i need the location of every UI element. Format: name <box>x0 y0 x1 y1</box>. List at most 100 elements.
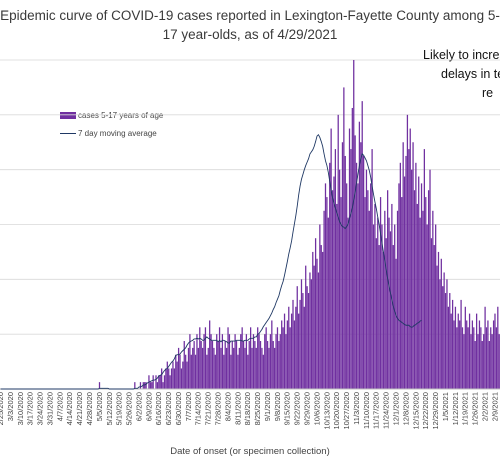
bar <box>483 334 485 389</box>
x-tick-label: 4/14/2020 <box>65 392 74 425</box>
bar <box>453 320 455 389</box>
x-tick-label: 9/22/2020 <box>293 392 302 425</box>
bar <box>292 299 294 389</box>
legend-item-cases: cases 5-17 years of age <box>60 111 163 120</box>
bar <box>185 354 187 389</box>
bar <box>420 183 423 390</box>
bar <box>224 341 226 389</box>
bar <box>456 327 458 389</box>
bar <box>282 327 284 389</box>
bar <box>337 114 339 389</box>
chart-title: Epidemic curve of COVID-19 cases reporte… <box>0 8 500 42</box>
bar <box>340 197 342 389</box>
x-tick-label: 6/16/2020 <box>154 392 163 425</box>
bar <box>377 217 379 389</box>
x-tick-label: 3/3/2020 <box>6 392 15 421</box>
bar <box>326 197 328 389</box>
bar <box>396 210 399 389</box>
bar <box>388 217 390 389</box>
bar <box>405 155 407 389</box>
bar <box>288 306 290 389</box>
annotation-line-3: re <box>482 86 494 100</box>
bar <box>233 347 235 390</box>
bar <box>207 347 209 390</box>
x-tick-label: 7/14/2020 <box>194 392 203 425</box>
x-tick-label: 8/4/2020 <box>223 392 232 421</box>
bar <box>435 224 437 389</box>
legend-label-average: 7 day moving average <box>78 129 157 138</box>
bar <box>429 169 431 389</box>
x-tick-label: 3/24/2020 <box>36 392 45 425</box>
series-line-moving-average <box>0 133 422 390</box>
x-tick-label: 1/19/2021 <box>461 392 470 425</box>
bar <box>220 347 222 390</box>
bar <box>357 183 359 390</box>
x-tick-label: 10/20/2020 <box>332 392 341 430</box>
bar <box>487 320 489 389</box>
bar <box>324 183 327 390</box>
annotation-line-2: delays in tes <box>441 67 500 81</box>
bar <box>245 334 248 389</box>
bar <box>196 334 198 389</box>
legend-swatch-line <box>60 133 76 134</box>
bar <box>312 251 314 389</box>
bar <box>189 334 191 389</box>
bar <box>193 341 195 389</box>
bar <box>375 238 377 389</box>
bar <box>432 210 434 389</box>
bar <box>98 382 101 389</box>
bar <box>436 265 438 390</box>
bar <box>358 121 361 389</box>
bar <box>156 382 159 389</box>
bar <box>293 320 296 389</box>
bar <box>199 327 201 389</box>
bar <box>223 354 225 389</box>
bar <box>425 197 427 389</box>
bar <box>248 341 250 389</box>
bar <box>423 149 425 389</box>
bar <box>460 299 462 389</box>
bar <box>209 320 211 389</box>
bar <box>353 60 355 389</box>
x-tick-label: 2/25/2020 <box>0 392 5 425</box>
bar <box>177 347 180 390</box>
x-tick-label: 5/12/2020 <box>105 392 114 425</box>
bar <box>471 320 474 389</box>
bar <box>289 327 291 389</box>
bar <box>254 341 256 389</box>
bar <box>364 197 366 389</box>
bar <box>151 382 153 389</box>
bar <box>310 279 312 389</box>
bar <box>494 313 496 389</box>
bar <box>175 354 177 389</box>
x-tick-label: 3/17/2020 <box>26 392 35 425</box>
x-tick-label: 12/15/2020 <box>411 392 420 430</box>
bar <box>444 293 447 389</box>
bar <box>186 361 188 389</box>
bar <box>305 265 307 390</box>
bar <box>495 327 498 389</box>
x-tick-label: 10/6/2020 <box>312 392 321 425</box>
bar <box>251 347 253 390</box>
bar <box>322 251 324 389</box>
bar <box>279 334 281 389</box>
bar <box>187 347 190 390</box>
bar <box>406 114 409 389</box>
legend-item-average: 7 day moving average <box>60 129 157 138</box>
bar <box>362 155 365 389</box>
bar <box>374 203 376 389</box>
bar <box>142 382 144 389</box>
bar <box>217 341 219 389</box>
bar <box>385 238 387 389</box>
bar <box>307 293 310 389</box>
bar <box>411 169 413 389</box>
bar <box>149 382 151 389</box>
x-tick-label: 7/7/2020 <box>184 392 193 421</box>
bar <box>231 341 233 389</box>
bar <box>201 347 204 390</box>
x-tick-label: 11/24/2020 <box>382 392 391 429</box>
bar <box>395 258 397 389</box>
x-tick-label: 7/21/2020 <box>204 392 213 425</box>
bar <box>216 334 218 389</box>
bar <box>225 347 228 390</box>
